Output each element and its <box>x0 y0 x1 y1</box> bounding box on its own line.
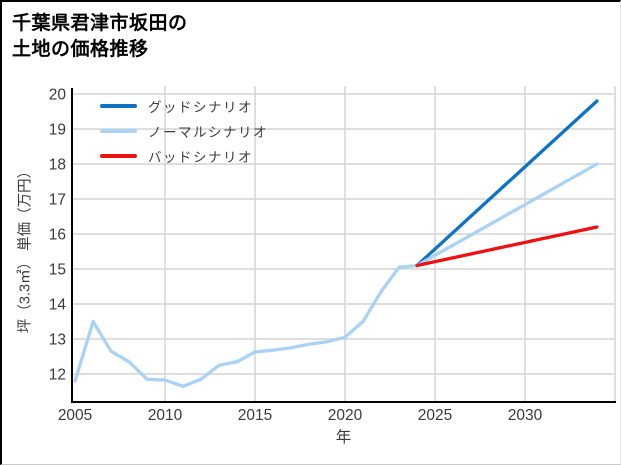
chart-title-line2: 土地の価格推移 <box>12 39 149 60</box>
x-tick-label: 2025 <box>418 407 452 424</box>
y-tick-label: 20 <box>49 87 67 104</box>
legend-item-normal-scenario: ノーマルシナリオ <box>100 118 268 143</box>
y-tick-label: 18 <box>49 157 66 174</box>
x-tick-label: 2030 <box>508 407 543 424</box>
legend: グッドシナリオ ノーマルシナリオ バッドシナリオ <box>100 93 268 168</box>
legend-label-normal-scenario: ノーマルシナリオ <box>148 124 268 140</box>
y-tick-label: 15 <box>49 262 66 279</box>
x-tick-label: 2015 <box>238 407 272 424</box>
x-axis-label: 年 <box>335 429 352 446</box>
y-tick-label: 17 <box>49 192 66 209</box>
series-line-1 <box>73 162 599 388</box>
legend-item-good-scenario: グッドシナリオ <box>100 93 268 118</box>
chart-title-line1: 千葉県君津市坂田の <box>12 13 188 34</box>
y-tick-label: 16 <box>49 227 66 244</box>
legend-label-bad-scenario: バッドシナリオ <box>148 149 253 165</box>
y-tick-label: 12 <box>49 367 66 384</box>
x-tick-label: 2010 <box>148 407 183 424</box>
series-line-0 <box>415 99 599 268</box>
legend-item-bad-scenario: バッドシナリオ <box>100 143 268 168</box>
legend-label-good-scenario: グッドシナリオ <box>148 99 253 115</box>
y-tick-label: 14 <box>49 297 67 314</box>
y-axis-label: 坪（3.3㎡） 単価（万円） <box>17 163 34 334</box>
y-tick-label: 19 <box>49 122 66 139</box>
y-tick-label: 13 <box>49 332 66 349</box>
legend-swatch-normal-scenario <box>100 128 137 133</box>
chart-title: 千葉県君津市坂田の 土地の価格推移 <box>12 11 188 63</box>
x-tick-label: 2005 <box>58 407 92 424</box>
legend-swatch-good-scenario <box>100 103 137 108</box>
x-tick-label: 2020 <box>328 407 363 424</box>
series-line-2 <box>415 225 599 268</box>
legend-swatch-bad-scenario <box>100 153 137 158</box>
